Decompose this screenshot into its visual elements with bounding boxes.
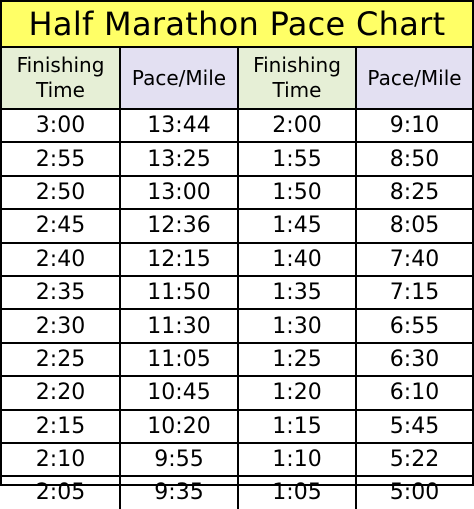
- header-pace-mile-1: Pace/Mile: [119, 48, 239, 110]
- pace-cell: 5:45: [355, 408, 472, 444]
- table-row: 2:40 12:15 1:40 7:40: [2, 241, 472, 277]
- finishing-time-cell: 1:50: [237, 174, 357, 211]
- finishing-time-cell: 1:30: [237, 308, 357, 344]
- pace-cell: 11:50: [119, 274, 239, 311]
- finishing-time-cell: 1:45: [237, 208, 357, 244]
- table-row: 2:20 10:45 1:20 6:10: [2, 375, 472, 411]
- header-finishing-time-1: Finishing Time: [2, 48, 121, 110]
- finishing-time-cell: 2:55: [2, 141, 121, 177]
- pace-table-body: 3:00 13:44 2:00 9:10 2:55 13:25 1:55 8:50 2:50 13…: [2, 107, 472, 509]
- pace-cell: 13:25: [119, 141, 239, 177]
- table-row: 2:10 9:55 1:10 5:22: [2, 441, 472, 478]
- finishing-time-cell: 1:15: [237, 408, 357, 444]
- finishing-time-cell: 1:20: [237, 375, 357, 411]
- header-row: Finishing Time Pace/Mile Finishing Time …: [2, 48, 472, 110]
- pace-cell: 13:00: [119, 174, 239, 211]
- finishing-time-cell: 1:55: [237, 141, 357, 177]
- finishing-time-cell: 2:10: [2, 441, 121, 478]
- pace-cell: 13:44: [119, 107, 239, 144]
- table-row: 2:50 13:00 1:50 8:25: [2, 174, 472, 211]
- finishing-time-cell: 2:45: [2, 208, 121, 244]
- header-finishing-time-2: Finishing Time: [237, 48, 357, 110]
- table-row: 2:30 11:30 1:30 6:55: [2, 308, 472, 344]
- finishing-time-cell: 1:10: [237, 441, 357, 478]
- pace-cell: 9:35: [119, 475, 239, 509]
- pace-cell: 7:40: [355, 241, 472, 277]
- table-row: 2:35 11:50 1:35 7:15: [2, 274, 472, 311]
- table-row: 2:15 10:20 1:15 5:45: [2, 408, 472, 444]
- table-row: 2:45 12:36 1:45 8:05: [2, 208, 472, 244]
- header-finishing-label: Finishing: [253, 53, 341, 77]
- pace-cell: 8:50: [355, 141, 472, 177]
- table-row: 2:55 13:25 1:55 8:50: [2, 141, 472, 177]
- pace-cell: 11:05: [119, 341, 239, 378]
- pace-cell: 12:15: [119, 241, 239, 277]
- pace-cell: 10:20: [119, 408, 239, 444]
- pace-table: Finishing Time Pace/Mile Finishing Time …: [2, 48, 472, 509]
- chart-title: Half Marathon Pace Chart: [2, 2, 472, 48]
- pace-cell: 9:10: [355, 107, 472, 144]
- finishing-time-cell: 1:35: [237, 274, 357, 311]
- finishing-time-cell: 2:15: [2, 408, 121, 444]
- header-pace-mile-2: Pace/Mile: [355, 48, 472, 110]
- finishing-time-cell: 2:20: [2, 375, 121, 411]
- pace-cell: 8:25: [355, 174, 472, 211]
- table-row: 3:00 13:44 2:00 9:10: [2, 107, 472, 144]
- finishing-time-cell: 2:30: [2, 308, 121, 344]
- pace-cell: 6:30: [355, 341, 472, 378]
- header-time-label: Time: [272, 78, 322, 102]
- pace-cell: 5:00: [355, 475, 472, 509]
- table-row: 2:05 9:35 1:05 5:00: [2, 475, 472, 509]
- finishing-time-cell: 1:05: [237, 475, 357, 509]
- pace-cell: 8:05: [355, 208, 472, 244]
- finishing-time-cell: 2:35: [2, 274, 121, 311]
- finishing-time-cell: 2:25: [2, 341, 121, 378]
- header-time-label: Time: [36, 78, 85, 102]
- finishing-time-cell: 2:40: [2, 241, 121, 277]
- pace-cell: 12:36: [119, 208, 239, 244]
- pace-cell: 5:22: [355, 441, 472, 478]
- finishing-time-cell: 2:05: [2, 475, 121, 509]
- pace-cell: 10:45: [119, 375, 239, 411]
- header-finishing-label: Finishing: [16, 53, 105, 77]
- pace-cell: 6:55: [355, 308, 472, 344]
- pace-cell: 9:55: [119, 441, 239, 478]
- finishing-time-cell: 2:00: [237, 107, 357, 144]
- pace-cell: 7:15: [355, 274, 472, 311]
- finishing-time-cell: 1:25: [237, 341, 357, 378]
- pace-cell: 6:10: [355, 375, 472, 411]
- pace-cell: 11:30: [119, 308, 239, 344]
- finishing-time-cell: 1:40: [237, 241, 357, 277]
- finishing-time-cell: 3:00: [2, 107, 121, 144]
- table-row: 2:25 11:05 1:25 6:30: [2, 341, 472, 378]
- finishing-time-cell: 2:50: [2, 174, 121, 211]
